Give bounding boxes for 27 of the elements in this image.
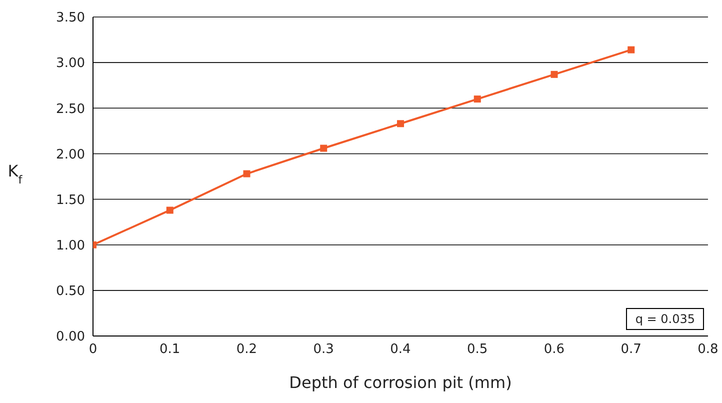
point: [628, 46, 635, 54]
x-tick-label: 0.6: [544, 342, 565, 358]
point: [166, 206, 174, 214]
x-tick-label: 0: [88, 342, 98, 358]
point: [474, 96, 481, 103]
y-tick-label: 2.00: [56, 147, 85, 162]
y-tick-label: 0.00: [56, 330, 85, 345]
x-tick-label: 0.3: [313, 342, 334, 358]
x-tick-label: 0.4: [390, 342, 411, 358]
x-axis-title: Depth of corrosion pit (mm): [289, 373, 512, 392]
annotation: q = 0.035: [626, 308, 704, 330]
point: [550, 70, 558, 78]
y-tick-label: 3.50: [56, 10, 85, 26]
y-tick-label: 0.50: [56, 284, 85, 300]
y-axis-title: K$_{f}$: [8, 162, 24, 186]
x-tick-label: 0.5: [467, 342, 488, 358]
point: [243, 170, 250, 178]
point: [320, 144, 328, 152]
point: [397, 120, 404, 128]
y-tick-label: 1.00: [56, 238, 85, 254]
y-tick-label: 2.50: [56, 102, 85, 117]
x-tick-label: 0.8: [698, 342, 718, 358]
x-tick-label: 0.2: [236, 342, 258, 358]
y-tick-label: 1.50: [56, 192, 85, 208]
y-tick-label: 3.00: [56, 56, 85, 72]
x-tick-label: 0.1: [160, 342, 180, 358]
x-tick-label: 0.7: [620, 342, 642, 358]
